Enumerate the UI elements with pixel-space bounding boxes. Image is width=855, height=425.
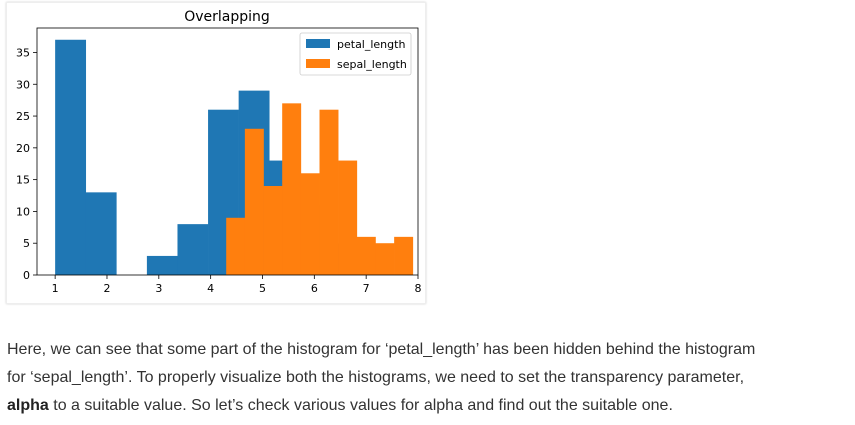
bar-sepal_length-3 <box>282 103 302 275</box>
bar-sepal_length-0 <box>226 217 246 275</box>
chart-figure: 1 2 3 4 5 6 7 8 0 5 10 15 20 25 30 35 Overlapping peta… <box>6 2 426 304</box>
x-tick-label: 3 <box>155 282 162 295</box>
bar-sepal_length-5 <box>319 109 339 275</box>
y-tick-label: 25 <box>16 110 30 123</box>
paragraph-line-1: Here, we can see that some part of the h… <box>7 341 756 358</box>
axes: 1 2 3 4 5 6 7 8 0 5 10 15 20 25 30 35 <box>16 27 422 295</box>
legend-label-petal_length: petal_length <box>337 38 405 51</box>
x-tick-label: 1 <box>52 282 59 295</box>
paragraph-line-2: for ‘sepal_length’. To properly visualiz… <box>7 369 745 386</box>
legend-swatch-petal_length <box>306 39 330 48</box>
bar-petal_length-0 <box>55 39 87 276</box>
bar-petal_length-4 <box>177 224 209 275</box>
x-tick-label: 5 <box>259 282 266 295</box>
y-tick-label: 0 <box>23 269 30 282</box>
explanation-paragraph: Here, we can see that some part of the h… <box>7 336 837 420</box>
y-tick-label: 30 <box>16 78 30 91</box>
histogram-chart: 1 2 3 4 5 6 7 8 0 5 10 15 20 25 30 35 Overlapping peta… <box>16 9 422 295</box>
x-tick-label: 2 <box>103 282 110 295</box>
bar-sepal_length-1 <box>244 128 264 275</box>
plot-frame <box>36 27 419 276</box>
bar-sepal_length-8 <box>375 243 395 275</box>
y-tick-label: 10 <box>16 205 30 218</box>
histogram-bars <box>55 39 414 276</box>
bar-sepal_length-2 <box>263 185 283 275</box>
x-tick-label: 7 <box>363 282 370 295</box>
legend-swatch-sepal_length <box>306 59 330 68</box>
y-axis-ticks: 0 5 10 15 20 25 30 35 <box>16 46 37 282</box>
bar-sepal_length-7 <box>356 236 376 275</box>
legend-label-sepal_length: sepal_length <box>337 58 407 71</box>
bar-petal_length-1 <box>85 192 117 275</box>
paragraph-line-3-rest: to a suitable value. So let’s check vari… <box>48 397 673 414</box>
bar-sepal_length-9 <box>394 236 414 275</box>
x-tick-label: 8 <box>415 282 422 295</box>
y-tick-label: 20 <box>16 142 30 155</box>
bar-sepal_length-6 <box>338 160 358 275</box>
x-axis-ticks: 1 2 3 4 5 6 7 8 <box>52 275 422 295</box>
bar-sepal_length-4 <box>300 173 320 275</box>
bar-petal_length-3 <box>146 255 178 275</box>
y-tick-label: 35 <box>16 46 30 59</box>
y-tick-label: 15 <box>16 174 30 187</box>
y-tick-label: 5 <box>23 237 30 250</box>
alpha-keyword: alpha <box>7 397 49 414</box>
chart-title: Overlapping <box>184 9 270 25</box>
x-tick-label: 6 <box>311 282 318 295</box>
x-tick-label: 4 <box>207 282 214 295</box>
paragraph-line-3: alpha to a suitable value. So let’s chec… <box>7 392 837 420</box>
legend: petal_length sepal_length <box>299 32 412 76</box>
